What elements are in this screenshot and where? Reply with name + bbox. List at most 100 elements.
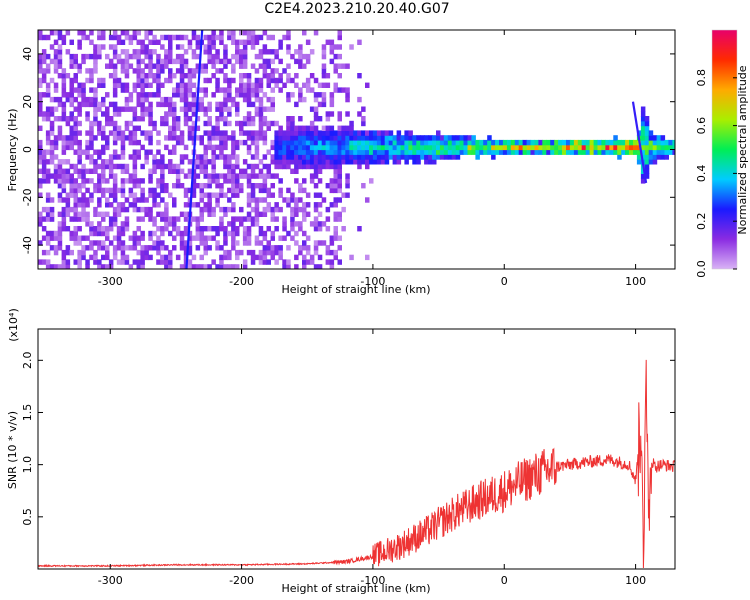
spectrogram-cell bbox=[278, 73, 283, 79]
spectrogram-cell bbox=[357, 159, 362, 165]
spectrogram-cell bbox=[61, 221, 67, 227]
spectrogram-cell bbox=[195, 264, 201, 269]
spectrogram-cell bbox=[89, 154, 94, 160]
spectrogram-cell bbox=[211, 235, 216, 241]
spectrogram-cell bbox=[41, 173, 47, 179]
spectrogram-cell bbox=[199, 135, 204, 141]
spectrogram-cell bbox=[239, 130, 244, 136]
spectrogram-cell bbox=[179, 44, 185, 50]
spectrogram-cell bbox=[369, 178, 374, 184]
spectrogram-cell bbox=[77, 159, 82, 165]
spectrogram-cell bbox=[530, 149, 535, 155]
spectrogram-cell bbox=[97, 197, 102, 203]
spectrogram-cell bbox=[93, 44, 98, 50]
spectrogram-cell bbox=[183, 173, 189, 179]
spectrogram-cell bbox=[108, 240, 114, 246]
spectrogram-cell bbox=[298, 49, 303, 55]
spectrogram-cell bbox=[223, 53, 228, 60]
spectrogram-cell bbox=[254, 39, 260, 45]
spectrogram-cell bbox=[93, 240, 98, 246]
spectrogram-cell bbox=[187, 101, 193, 108]
spectrogram-cell bbox=[270, 49, 275, 55]
spectrogram-cell bbox=[479, 139, 484, 146]
spectrogram-cell bbox=[668, 149, 673, 155]
spectrogram-cell bbox=[85, 130, 90, 136]
spectrogram-cell bbox=[148, 216, 153, 222]
spectrogram-cell bbox=[183, 96, 189, 103]
spectrogram-cell bbox=[231, 101, 236, 108]
spectrogram-cell bbox=[376, 144, 382, 151]
spectrogram-cell bbox=[361, 135, 366, 141]
spectrogram-cell bbox=[329, 240, 335, 246]
spectrogram-cell bbox=[116, 106, 122, 112]
spectrogram-cell bbox=[65, 116, 71, 122]
spectrogram-cell bbox=[502, 144, 508, 151]
spectrogram-cell bbox=[313, 159, 319, 165]
spectrogram-cell bbox=[93, 211, 98, 217]
spectrogram-cell bbox=[73, 163, 78, 170]
spectrogram-cell bbox=[140, 116, 145, 122]
spectrogram-cell bbox=[270, 144, 275, 151]
spectrogram-cell bbox=[436, 144, 441, 151]
spectrogram-cell bbox=[298, 183, 303, 189]
spectrogram-cell bbox=[45, 206, 51, 213]
spectrogram-cell bbox=[73, 139, 78, 146]
spectrogram-cell bbox=[270, 87, 275, 93]
spectrogram-cell bbox=[187, 82, 193, 88]
spectrogram-cell bbox=[144, 82, 149, 88]
spectrogram-cell bbox=[392, 135, 398, 141]
spectrogram-cell bbox=[495, 144, 500, 151]
spectrogram-cell bbox=[475, 154, 480, 160]
spectrogram-cell bbox=[203, 149, 208, 155]
spectrogram-cell bbox=[262, 163, 268, 170]
spectrogram-cell bbox=[660, 135, 666, 141]
spectrogram-cell bbox=[101, 211, 106, 217]
spectrogram-cell bbox=[258, 63, 264, 69]
spectrogram-cell bbox=[428, 144, 433, 151]
spectrogram-cell bbox=[317, 163, 323, 170]
colorbar-tick-label: 0.4 bbox=[695, 165, 708, 183]
spectrogram-cell bbox=[294, 221, 299, 227]
spectrogram-cell bbox=[140, 92, 145, 98]
spectrogram-cell bbox=[231, 187, 236, 194]
spectrogram-cell bbox=[73, 202, 78, 208]
spectrogram-cell bbox=[270, 159, 275, 165]
spectrogram-cell bbox=[57, 116, 63, 122]
spectrogram-cell bbox=[302, 30, 307, 36]
spectrogram-cell bbox=[640, 106, 646, 112]
spectrogram-cell bbox=[629, 149, 634, 155]
spectrogram-cell bbox=[282, 197, 287, 203]
spectrogram-cell bbox=[156, 163, 161, 170]
spectrogram-cell bbox=[168, 192, 173, 198]
spectrogram-cell bbox=[89, 139, 94, 146]
spectrogram-cell bbox=[49, 149, 55, 155]
spectrogram-cell bbox=[341, 144, 346, 151]
spectrogram-cell bbox=[652, 159, 658, 165]
spectrogram-cell bbox=[45, 63, 51, 69]
spectrogram-cell bbox=[203, 77, 208, 84]
spectrogram-cell bbox=[416, 135, 421, 141]
spectrogram-cell bbox=[278, 154, 283, 160]
spectrogram-cell bbox=[195, 245, 201, 251]
spectrogram-cell bbox=[73, 130, 78, 136]
spectrogram-cell bbox=[246, 202, 252, 208]
spectrogram-cell bbox=[89, 159, 94, 165]
spectrogram-cell bbox=[45, 87, 51, 93]
spectrogram-cell bbox=[242, 240, 248, 246]
spectrogram-cell bbox=[203, 235, 208, 241]
spectrogram-cell bbox=[317, 254, 323, 261]
spectrogram-cell bbox=[85, 53, 90, 60]
spectrogram-cell bbox=[89, 226, 94, 232]
spectrogram-cell bbox=[195, 173, 201, 179]
spectrogram-cell bbox=[223, 235, 228, 241]
spectrogram-cell bbox=[621, 144, 626, 151]
spectrogram-cell bbox=[329, 178, 335, 184]
spectrogram-cell bbox=[93, 49, 98, 55]
spectrogram-cell bbox=[396, 135, 402, 141]
spectrogram-cell bbox=[61, 39, 67, 45]
spectrogram-cell bbox=[101, 226, 106, 232]
spectrogram-cell bbox=[69, 87, 74, 93]
spectrogram-cell bbox=[77, 187, 82, 194]
spectrogram-cell bbox=[128, 135, 134, 141]
spectrogram-drift-line bbox=[185, 30, 204, 269]
